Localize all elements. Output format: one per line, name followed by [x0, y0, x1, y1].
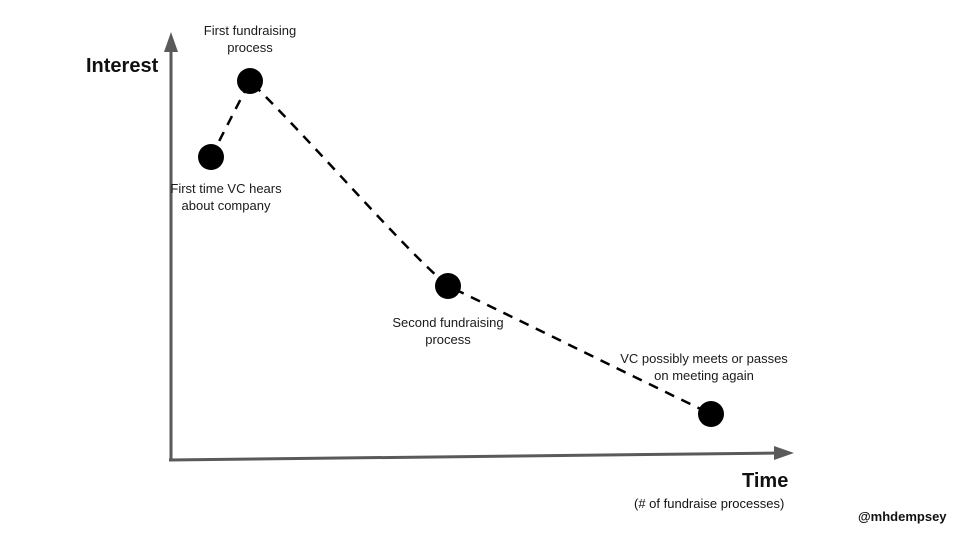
point-first-hears: [198, 144, 224, 170]
x-axis: [168, 451, 781, 462]
point-label-first-hears: First time VC hears about company: [170, 180, 281, 214]
point-label-first-fundraising: First fundraising process: [204, 22, 296, 56]
x-axis-title: Time: [742, 470, 789, 492]
point-second-fundraising: [435, 273, 461, 299]
y-axis-title: Interest: [86, 55, 159, 77]
point-label-second-fundraising: Second fundraising process: [392, 314, 503, 348]
x-axis-subtitle: (# of fundraise processes): [634, 496, 785, 511]
point-label-line: about company: [181, 198, 271, 213]
author-credit: @mhdempsey: [858, 509, 947, 524]
point-label-line: process: [227, 40, 273, 55]
point-label-meets-or-passes: VC possibly meets or passes on meeting a…: [620, 350, 788, 384]
point-label-line: on meeting again: [654, 368, 754, 383]
point-label-line: process: [425, 332, 471, 347]
point-meets-or-passes: [698, 401, 724, 427]
point-label-line: VC possibly meets or passes: [620, 351, 788, 366]
point-label-line: Second fundraising: [392, 315, 504, 330]
point-label-line: First fundraising: [203, 23, 297, 38]
interest-curve: [209, 78, 712, 416]
point-first-fundraising: [237, 68, 263, 94]
point-label-line: First time VC hears: [170, 181, 282, 196]
x-axis-arrow-icon: [774, 446, 794, 460]
y-axis-arrow-icon: [164, 32, 178, 52]
